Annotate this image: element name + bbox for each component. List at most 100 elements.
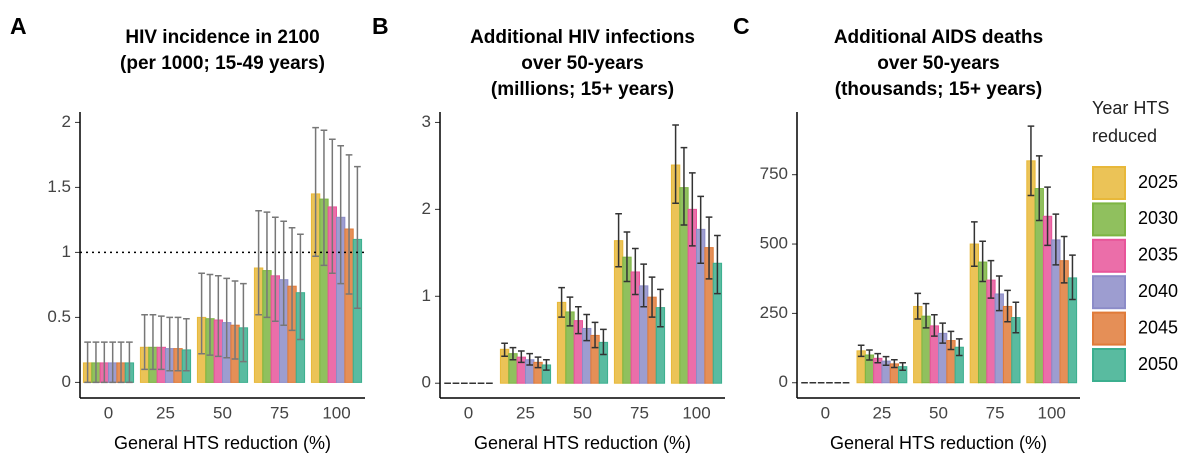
error-bar — [84, 341, 91, 384]
chart-title: (millions; 15+ years) — [491, 79, 674, 100]
y-tick-label: 2 — [422, 199, 431, 218]
error-bar — [117, 341, 125, 384]
x-axis-title: General HTS reduction (%) — [830, 433, 1047, 453]
error-bar — [955, 338, 963, 357]
error-bar — [680, 146, 688, 226]
error-bar — [288, 226, 296, 332]
error-bar — [174, 316, 182, 372]
x-tick-label: 100 — [322, 403, 350, 422]
x-axis-title: General HTS reduction (%) — [114, 433, 331, 453]
x-tick-label: 50 — [929, 403, 948, 422]
error-bar — [971, 221, 978, 267]
x-tick-label: 75 — [270, 403, 289, 422]
legend-swatch — [1092, 202, 1126, 237]
error-bar — [947, 330, 955, 351]
y-tick-label: 1.5 — [47, 177, 71, 196]
y-tick-label: 0 — [779, 372, 788, 391]
x-axis-title: General HTS reduction (%) — [474, 433, 691, 453]
x-tick-label: 100 — [682, 403, 710, 422]
chart-title: over 50-years — [521, 53, 644, 74]
error-bar — [271, 216, 279, 323]
error-bar — [92, 341, 100, 384]
error-bar — [623, 231, 631, 283]
x-tick-label: 50 — [573, 403, 592, 422]
error-bar — [882, 355, 890, 367]
chart-title: (per 1000; 15-49 years) — [120, 53, 325, 74]
x-tick-label: 50 — [213, 403, 232, 422]
error-bar — [1060, 235, 1068, 284]
legend-title: Year HTS reduced — [1092, 98, 1170, 146]
error-bar — [223, 277, 231, 359]
error-bar — [697, 195, 705, 265]
chart-title: Additional AIDS deaths — [834, 27, 1043, 48]
error-bar — [1027, 125, 1035, 197]
error-bar — [320, 129, 328, 267]
error-bar — [255, 210, 262, 316]
legend-label: 2030 — [1138, 208, 1178, 228]
error-bar — [987, 259, 995, 299]
error-bar — [1035, 155, 1043, 222]
error-bar — [591, 321, 599, 349]
x-tick-label: 25 — [516, 403, 535, 422]
x-tick-label: 75 — [630, 403, 649, 422]
panel-letter: A — [10, 13, 27, 39]
y-tick-label: 500 — [760, 234, 788, 253]
x-tick-label: 100 — [1038, 403, 1066, 422]
x-tick-label: 75 — [986, 403, 1005, 422]
x-tick-label: 0 — [821, 403, 830, 422]
y-tick-label: 2 — [62, 112, 71, 131]
chart-title: (thousands; 15+ years) — [835, 79, 1043, 100]
error-bar — [517, 350, 525, 364]
error-bar — [337, 145, 345, 285]
error-bar — [914, 292, 922, 320]
error-bar — [583, 313, 591, 342]
error-bar — [979, 240, 986, 283]
legend-swatch — [1092, 238, 1126, 273]
x-tick-label: 25 — [156, 403, 175, 422]
error-bar — [1012, 301, 1020, 334]
error-bar — [526, 352, 534, 366]
error-bar — [354, 165, 361, 310]
legend-label: 2025 — [1138, 172, 1178, 192]
error-bar — [714, 234, 721, 295]
legend-swatch — [1092, 166, 1126, 200]
error-bar — [631, 247, 639, 296]
error-bar — [558, 286, 565, 318]
error-bar — [109, 341, 117, 384]
x-tick-label: 0 — [464, 403, 473, 422]
error-bar — [312, 126, 319, 258]
legend-swatch — [1092, 311, 1126, 346]
panel-letter: B — [372, 13, 389, 39]
error-bar — [1004, 289, 1011, 323]
chart-title: Additional HIV infections — [470, 27, 695, 48]
chart-title: over 50-years — [877, 53, 1000, 74]
error-bar — [198, 272, 205, 355]
y-tick-label: 0 — [422, 373, 431, 392]
panel-letter: C — [733, 13, 750, 39]
error-bar — [263, 211, 271, 319]
error-bar — [1069, 254, 1076, 301]
error-bar — [166, 316, 174, 372]
legend-label: 2045 — [1138, 317, 1178, 337]
error-bar — [280, 220, 288, 326]
y-tick-label: 750 — [760, 164, 788, 183]
x-tick-label: 0 — [104, 403, 113, 422]
error-bar — [297, 233, 304, 341]
legend-label: 2035 — [1138, 245, 1178, 265]
error-bar — [345, 154, 353, 295]
error-bar — [891, 358, 898, 369]
error-bar — [874, 352, 882, 364]
chart-title: HIV incidence in 2100 — [125, 27, 319, 48]
y-tick-label: 0 — [62, 372, 71, 391]
error-bar — [141, 314, 148, 371]
error-bar — [939, 322, 946, 344]
error-bar — [1052, 213, 1060, 266]
error-bar — [574, 305, 582, 335]
error-bar — [231, 280, 239, 360]
error-bar — [657, 288, 664, 328]
error-bar — [1044, 186, 1051, 247]
error-bar — [501, 342, 508, 358]
error-bar — [922, 302, 930, 329]
error-bar — [126, 341, 133, 384]
y-tick-label: 1 — [62, 242, 71, 261]
